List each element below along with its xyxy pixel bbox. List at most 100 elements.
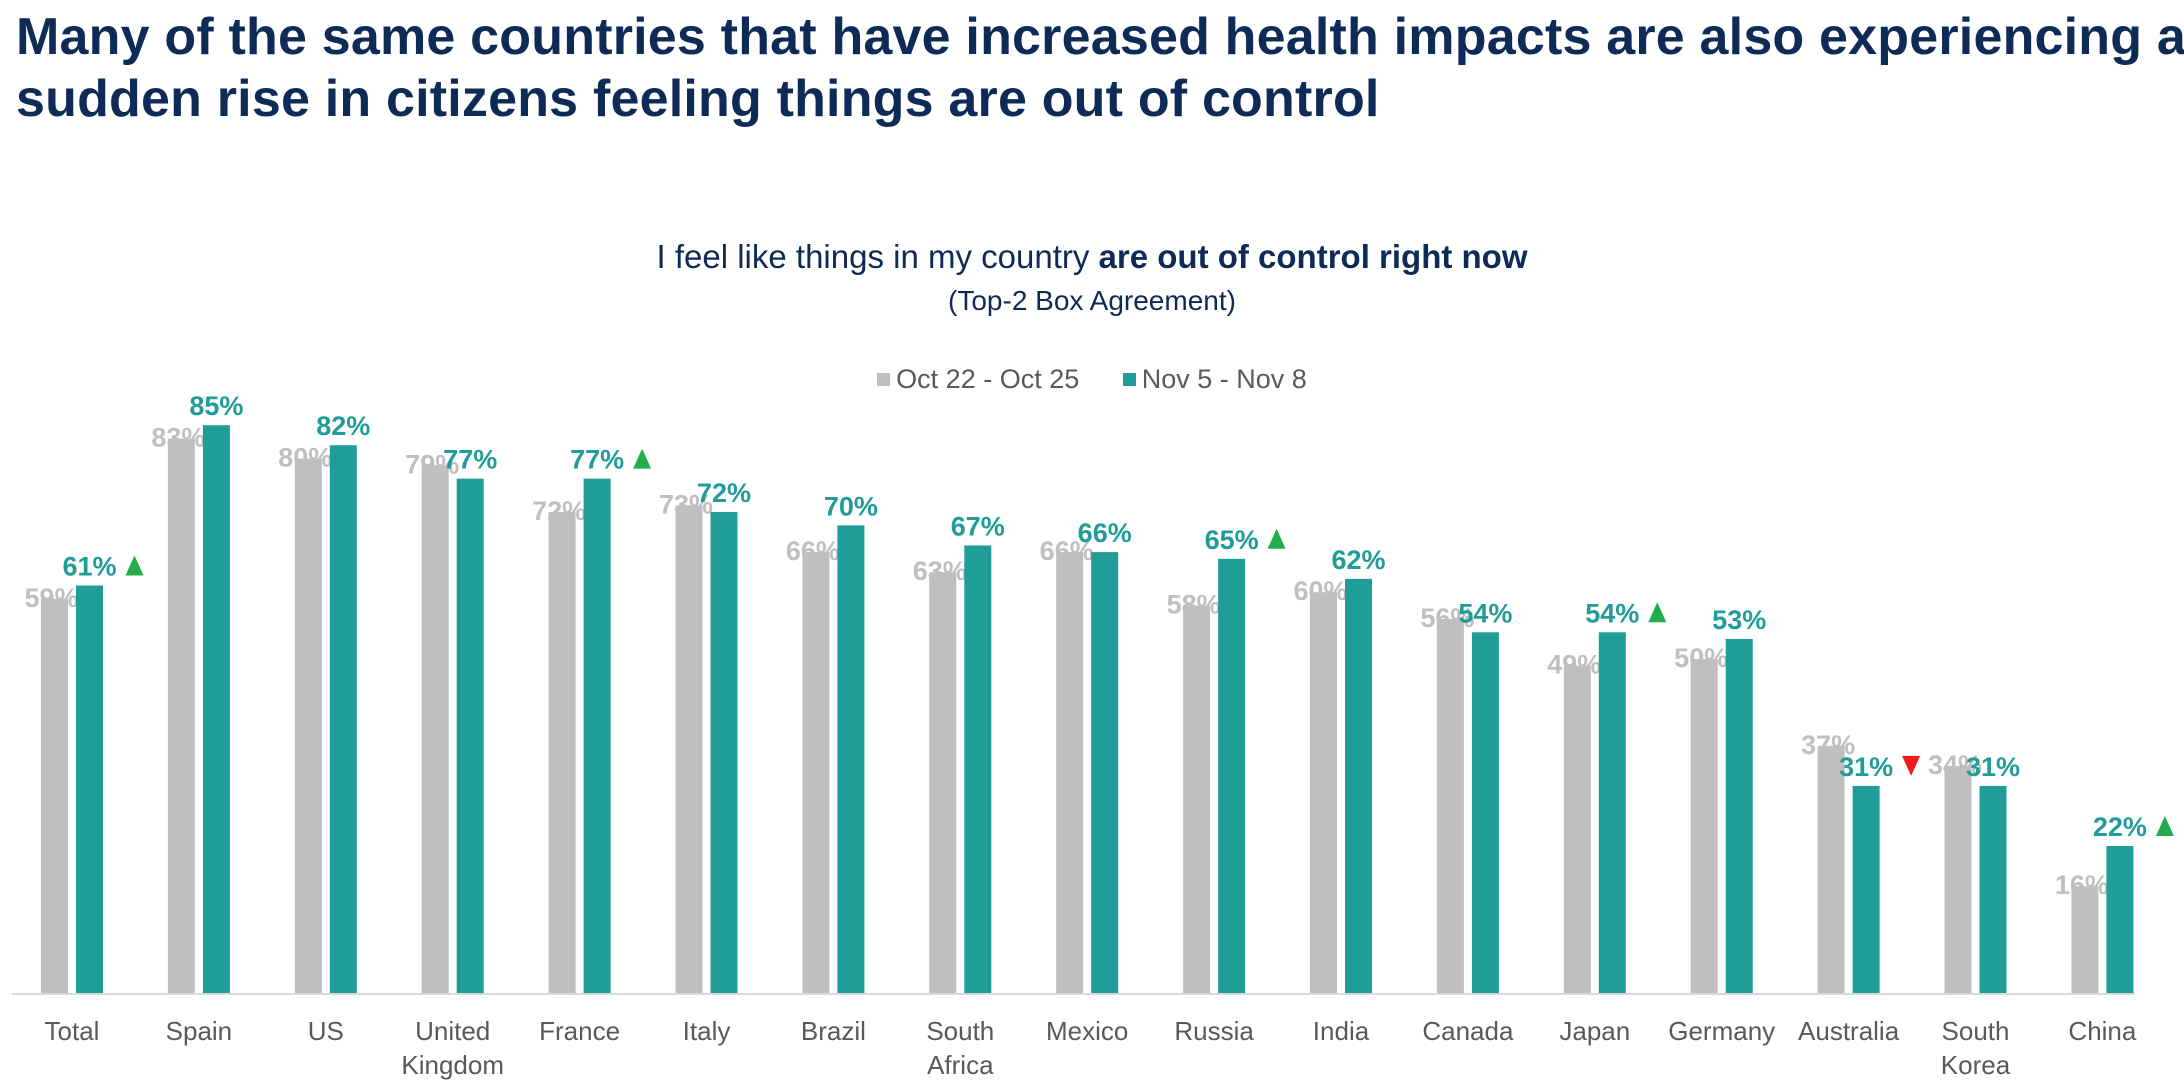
bar-oct bbox=[1183, 605, 1211, 993]
arrow-up-icon bbox=[633, 448, 652, 469]
data-label-oct: 50% bbox=[1674, 643, 1728, 673]
bar-oct bbox=[548, 512, 576, 993]
bar-nov bbox=[837, 525, 865, 993]
category-label: Germany bbox=[1668, 1016, 1775, 1046]
legend-item-nov: Nov 5 - Nov 8 bbox=[1122, 364, 1307, 395]
bar-nov bbox=[1471, 632, 1499, 993]
slide-title: Many of the same countries that have inc… bbox=[16, 8, 2184, 128]
arrow-up-icon bbox=[125, 555, 144, 576]
data-label-nov: 54% bbox=[1458, 598, 1512, 628]
category-label: India bbox=[1313, 1016, 1370, 1046]
data-label-nov: 53% bbox=[1712, 605, 1766, 635]
category-label: China bbox=[2068, 1016, 2136, 1046]
arrow-down-icon bbox=[1902, 755, 1921, 776]
data-label-nov: 22% bbox=[2093, 812, 2147, 842]
category-label: South bbox=[1942, 1016, 2010, 1046]
data-label-oct: 63% bbox=[913, 556, 967, 586]
data-label-nov: 54% bbox=[1585, 598, 1639, 628]
bar-oct bbox=[1436, 618, 1464, 993]
category-label: Japan bbox=[1559, 1016, 1630, 1046]
data-label-oct: 37% bbox=[1801, 730, 1855, 760]
bar-oct bbox=[1944, 765, 1972, 993]
bar-nov bbox=[1725, 638, 1753, 993]
data-label-nov: 77% bbox=[443, 445, 497, 475]
data-label-oct: 72% bbox=[532, 496, 586, 526]
data-label-nov: 67% bbox=[951, 511, 1005, 541]
chart-title-bold: are out of control right now bbox=[1098, 238, 1528, 275]
chart-title-normal: I feel like things in my country bbox=[656, 238, 1099, 275]
data-label-nov: 82% bbox=[316, 411, 370, 441]
bar-oct bbox=[41, 598, 68, 993]
arrow-up-icon bbox=[1267, 528, 1286, 549]
category-label: Spain bbox=[166, 1016, 233, 1046]
bar-oct bbox=[1310, 592, 1337, 993]
category-label: Korea bbox=[1941, 1050, 2011, 1080]
data-label-oct: 79% bbox=[405, 449, 459, 479]
data-label-oct: 56% bbox=[1420, 603, 1474, 633]
chart-subtitle: (Top-2 Box Agreement) bbox=[948, 285, 1236, 316]
bar-oct bbox=[1563, 665, 1591, 993]
bar-oct bbox=[929, 572, 957, 993]
bar-nov bbox=[1979, 785, 2007, 993]
legend: Oct 22 - Oct 25 Nov 5 - Nov 8 bbox=[0, 362, 2184, 395]
bar-nov bbox=[710, 512, 738, 993]
data-label-oct: 60% bbox=[1293, 576, 1347, 606]
data-label-nov: 61% bbox=[62, 552, 116, 582]
data-label-nov: 77% bbox=[570, 445, 624, 475]
category-label: Canada bbox=[1422, 1016, 1514, 1046]
legend-label: Nov 5 - Nov 8 bbox=[1141, 364, 1307, 394]
arrow-up-icon bbox=[1648, 602, 1667, 623]
arrow-up-icon bbox=[2155, 816, 2174, 837]
category-label: Africa bbox=[927, 1050, 994, 1080]
data-label-nov: 66% bbox=[1078, 518, 1132, 548]
data-label-nov: 62% bbox=[1331, 545, 1385, 575]
data-label-oct: 83% bbox=[151, 423, 205, 453]
category-label: Mexico bbox=[1046, 1016, 1128, 1046]
category-label: Italy bbox=[683, 1016, 731, 1046]
data-label-nov: 70% bbox=[824, 491, 878, 521]
bar-oct bbox=[675, 505, 703, 993]
category-label: US bbox=[308, 1016, 344, 1046]
data-label-oct: 49% bbox=[1547, 650, 1601, 680]
data-label-oct: 34% bbox=[1928, 750, 1982, 780]
legend-swatch bbox=[877, 373, 891, 386]
data-label-oct: 59% bbox=[24, 583, 78, 613]
legend-swatch bbox=[1122, 373, 1136, 386]
bar-nov bbox=[456, 478, 484, 993]
category-label: South bbox=[926, 1016, 994, 1046]
data-label-oct: 66% bbox=[1040, 536, 1094, 566]
bar-nov bbox=[76, 585, 103, 993]
data-label-oct: 16% bbox=[2055, 870, 2109, 900]
bar-nov bbox=[329, 445, 357, 993]
data-label-oct: 58% bbox=[1167, 590, 1221, 620]
chart-title: I feel like things in my country are out… bbox=[0, 238, 2184, 276]
bar-oct bbox=[2071, 886, 2099, 993]
legend-label: Oct 22 - Oct 25 bbox=[896, 364, 1080, 394]
data-label-oct: 73% bbox=[659, 489, 713, 519]
bar-nov bbox=[1852, 785, 1880, 993]
bar-oct bbox=[294, 458, 322, 994]
category-label: Brazil bbox=[801, 1016, 866, 1046]
bar-oct bbox=[1690, 659, 1718, 993]
bar-oct bbox=[167, 438, 195, 993]
bar-nov bbox=[1598, 632, 1626, 993]
data-label-nov: 65% bbox=[1205, 525, 1259, 555]
category-label: Australia bbox=[1798, 1016, 1900, 1046]
data-label-nov: 72% bbox=[697, 478, 751, 508]
bar-oct bbox=[802, 552, 830, 993]
data-label-nov: 31% bbox=[1839, 752, 1893, 782]
bar-nov bbox=[1091, 552, 1119, 993]
category-label: Total bbox=[45, 1016, 100, 1046]
data-label-oct: 80% bbox=[278, 443, 332, 473]
bar-nov bbox=[1218, 558, 1246, 993]
data-label-nov: 85% bbox=[189, 391, 243, 421]
bar-nov bbox=[202, 425, 230, 993]
bar-nov bbox=[964, 545, 992, 993]
data-label-nov: 31% bbox=[1966, 752, 2020, 782]
bar-oct bbox=[421, 465, 449, 993]
data-label-oct: 66% bbox=[786, 536, 840, 566]
bar-nov bbox=[583, 478, 611, 993]
category-label: United bbox=[415, 1016, 490, 1046]
category-label: Russia bbox=[1174, 1016, 1254, 1046]
